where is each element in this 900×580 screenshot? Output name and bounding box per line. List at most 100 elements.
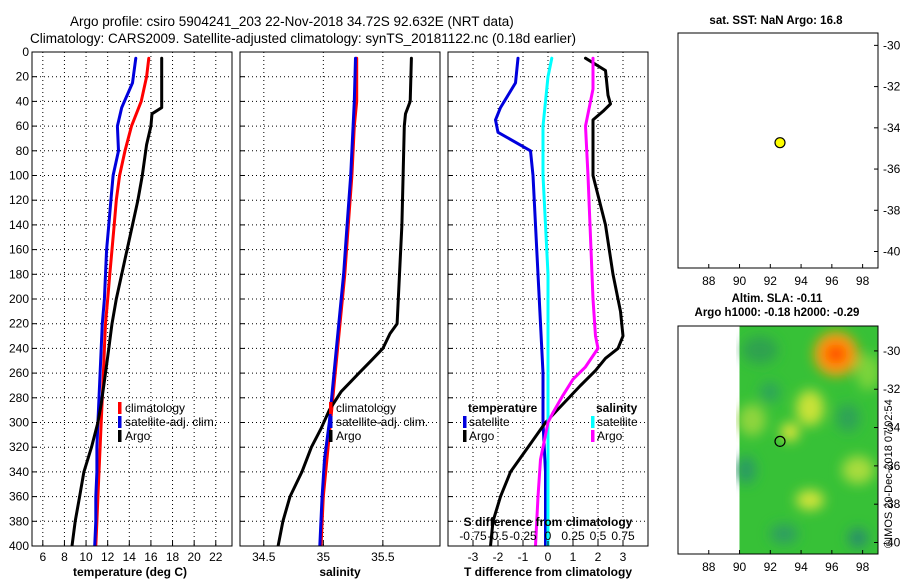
legend-label-s-argo: Argo <box>597 429 623 443</box>
s-diff-tick-label: -0.75 <box>459 529 487 543</box>
series-line-temperature-satellite <box>494 56 547 546</box>
argo-position-marker <box>774 137 786 149</box>
y-tick-label: 160 <box>9 243 29 257</box>
legend-swatch-satellite <box>118 416 122 428</box>
x-tick-label: 18 <box>166 550 180 564</box>
series-line-temperature-argo <box>489 56 625 546</box>
difference-legend: temperature satellite Argo salinity sate… <box>463 401 638 443</box>
sst-map-title: sat. SST: NaN Argo: 16.8 <box>709 15 843 27</box>
map-y-tick-label: -30 <box>883 344 900 358</box>
difference-panel: -3 -2 -1 0 1 2 3 -0.75 -0.5 -0.25 0 0.25 0.5 0.75 tem… <box>447 51 649 579</box>
map-x-tick-label: 96 <box>825 274 839 288</box>
map-y-tick-label: -34 <box>883 121 900 135</box>
sla-blob <box>796 490 824 510</box>
series-line-climatology <box>94 56 151 546</box>
temperature-panel: 0 20 40 60 80 100 120 140 160 180 200 220 240 260 280 3… <box>9 45 233 579</box>
map-y-tick-label: -38 <box>883 497 900 511</box>
argo-position-marker <box>774 435 786 447</box>
legend-label-argo: Argo <box>336 429 362 443</box>
map-y-tick-label: -36 <box>883 162 900 176</box>
x-tick-label: 14 <box>123 550 137 564</box>
sla-map-title-1: Altim. SLA: -0.11 <box>732 293 823 305</box>
s-diff-tick-label: 0.75 <box>611 529 635 543</box>
y-tick-label: 260 <box>9 366 29 380</box>
title-line-2: Climatology: CARS2009. Satellite-adjuste… <box>30 31 576 46</box>
x-tick-label: 8 <box>61 550 68 564</box>
y-tick-label: 80 <box>16 144 30 158</box>
legend-heading-salinity: salinity <box>596 401 638 415</box>
x-tick-label: 35.5 <box>371 550 395 564</box>
legend-swatch-argo <box>329 430 333 442</box>
sla-blob <box>760 382 780 402</box>
legend-heading-temperature: temperature <box>468 401 538 415</box>
y-tick-label: 340 <box>9 465 29 479</box>
map-x-tick-label: 88 <box>702 274 716 288</box>
x-tick-label: 10 <box>79 550 93 564</box>
series-line-salinity-satellite <box>541 56 554 546</box>
x-tick-label: 22 <box>209 550 223 564</box>
x-tick-label: -1 <box>518 550 529 564</box>
y-tick-label: 400 <box>9 539 29 553</box>
map-y-tick-label: -36 <box>883 459 900 473</box>
y-tick-label: 20 <box>16 70 30 84</box>
sst-map-frame <box>677 32 879 269</box>
x-tick-label: 0 <box>545 550 552 564</box>
series-line-argo <box>70 56 164 546</box>
sla-blob <box>842 456 874 484</box>
legend-label-t-satellite: satellite <box>469 415 510 429</box>
timestamp-stamp: ©IMOS 20-Dec-2018 07:02:54 <box>883 399 895 548</box>
legend-swatch-s-satellite <box>591 416 595 428</box>
map-x-tick-label: 90 <box>733 274 747 288</box>
map-y-tick-label: -34 <box>883 421 900 435</box>
difference-xlabel: T difference from climatology <box>464 565 632 579</box>
sla-map: Altim. SLA: -0.11 Argo h1000: -0.18 h200… <box>677 293 900 574</box>
y-tick-label: 60 <box>16 119 30 133</box>
y-tick-label: 40 <box>16 94 30 108</box>
y-tick-label: 300 <box>9 416 29 430</box>
x-tick-label: -3 <box>468 550 479 564</box>
salinity-legend: climatology satellite-adj. clim. Argo <box>329 401 428 443</box>
s-diff-tick-label: -0.5 <box>488 529 509 543</box>
sla-map-frame <box>677 325 879 555</box>
x-tick-label: 3 <box>620 550 627 564</box>
y-tick-label: 380 <box>9 514 29 528</box>
legend-label-climatology: climatology <box>125 401 185 415</box>
x-tick-label: 20 <box>187 550 201 564</box>
legend-swatch-s-argo <box>591 430 595 442</box>
x-tick-label: 34.5 <box>252 550 276 564</box>
x-tick-label: 6 <box>39 550 46 564</box>
sla-map-title-2: Argo h1000: -0.18 h2000: -0.29 <box>695 307 860 319</box>
legend-label-t-argo: Argo <box>469 429 495 443</box>
map-x-tick-label: 98 <box>856 560 870 574</box>
y-tick-label: 100 <box>9 169 29 183</box>
s-diff-tick-label: 0 <box>545 529 552 543</box>
map-y-tick-label: -38 <box>883 203 900 217</box>
s-diff-tick-label: 0.25 <box>561 529 585 543</box>
legend-swatch-argo <box>118 430 122 442</box>
map-x-tick-label: 98 <box>856 274 870 288</box>
legend-label-satellite: satellite-adj. clim. <box>336 415 428 429</box>
legend-swatch-climatology <box>118 402 122 414</box>
map-x-tick-label: 96 <box>825 560 839 574</box>
y-tick-label: 0 <box>22 45 29 59</box>
sla-blob <box>825 344 847 364</box>
legend-label-s-satellite: satellite <box>597 415 638 429</box>
map-y-tick-label: -40 <box>883 536 900 550</box>
legend-swatch-t-satellite <box>463 416 467 428</box>
map-x-tick-label: 94 <box>794 560 808 574</box>
map-x-tick-label: 92 <box>764 274 778 288</box>
series-line-satellite-adj-clim- <box>318 56 357 546</box>
sla-blob <box>848 528 868 548</box>
map-y-tick-label: -40 <box>883 245 900 259</box>
sla-blob <box>781 423 799 441</box>
sla-blob <box>836 404 860 432</box>
y-tick-label: 360 <box>9 490 29 504</box>
x-tick-label: 12 <box>101 550 115 564</box>
salinity-panel: 34.5 35 35.5 climatology satellite-adj. cl… <box>239 51 441 579</box>
s-diff-tick-label: 0.5 <box>590 529 607 543</box>
map-x-tick-label: 94 <box>794 274 808 288</box>
series-line-argo <box>276 56 413 546</box>
series-line-salinity-argo <box>534 56 600 546</box>
sla-blob <box>736 456 756 484</box>
